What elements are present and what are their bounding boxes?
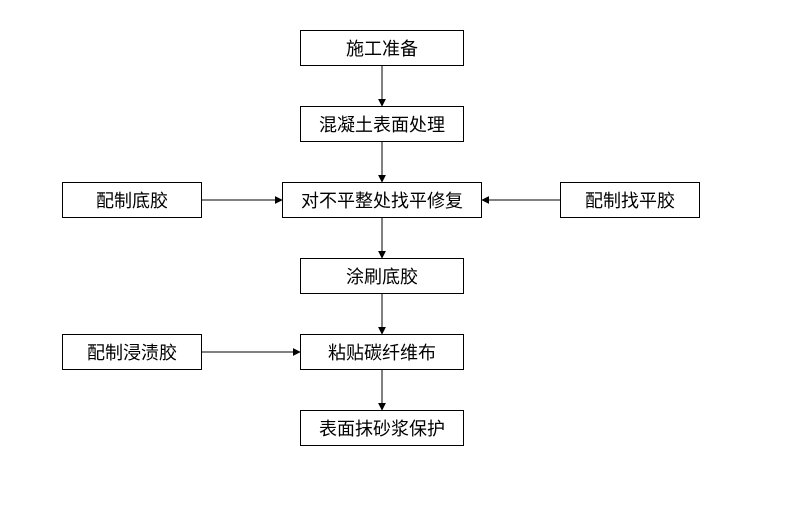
flowchart-node-nR3: 配制找平胶 [560, 182, 700, 218]
flowchart-node-n6: 表面抹砂浆保护 [300, 410, 464, 446]
flowchart-node-label: 对不平整处找平修复 [301, 187, 463, 213]
flowchart-node-n4: 涂刷底胶 [300, 258, 464, 294]
flowchart-node-label: 配制浸渍胶 [87, 339, 177, 365]
flowchart-node-nL5: 配制浸渍胶 [62, 334, 202, 370]
flowchart-node-label: 表面抹砂浆保护 [319, 415, 445, 441]
flowchart-node-n2: 混凝土表面处理 [300, 106, 464, 142]
flowchart-node-n3: 对不平整处找平修复 [282, 182, 482, 218]
flowchart-node-label: 施工准备 [346, 35, 418, 61]
flowchart-node-label: 配制底胶 [96, 187, 168, 213]
flowchart-node-n5: 粘贴碳纤维布 [300, 334, 464, 370]
flowchart-node-label: 涂刷底胶 [346, 263, 418, 289]
flowchart-node-label: 配制找平胶 [585, 187, 675, 213]
flowchart-node-label: 粘贴碳纤维布 [328, 339, 436, 365]
flowchart-node-n1: 施工准备 [300, 30, 464, 66]
flowchart-node-label: 混凝土表面处理 [319, 111, 445, 137]
flowchart-node-nL3: 配制底胶 [62, 182, 202, 218]
